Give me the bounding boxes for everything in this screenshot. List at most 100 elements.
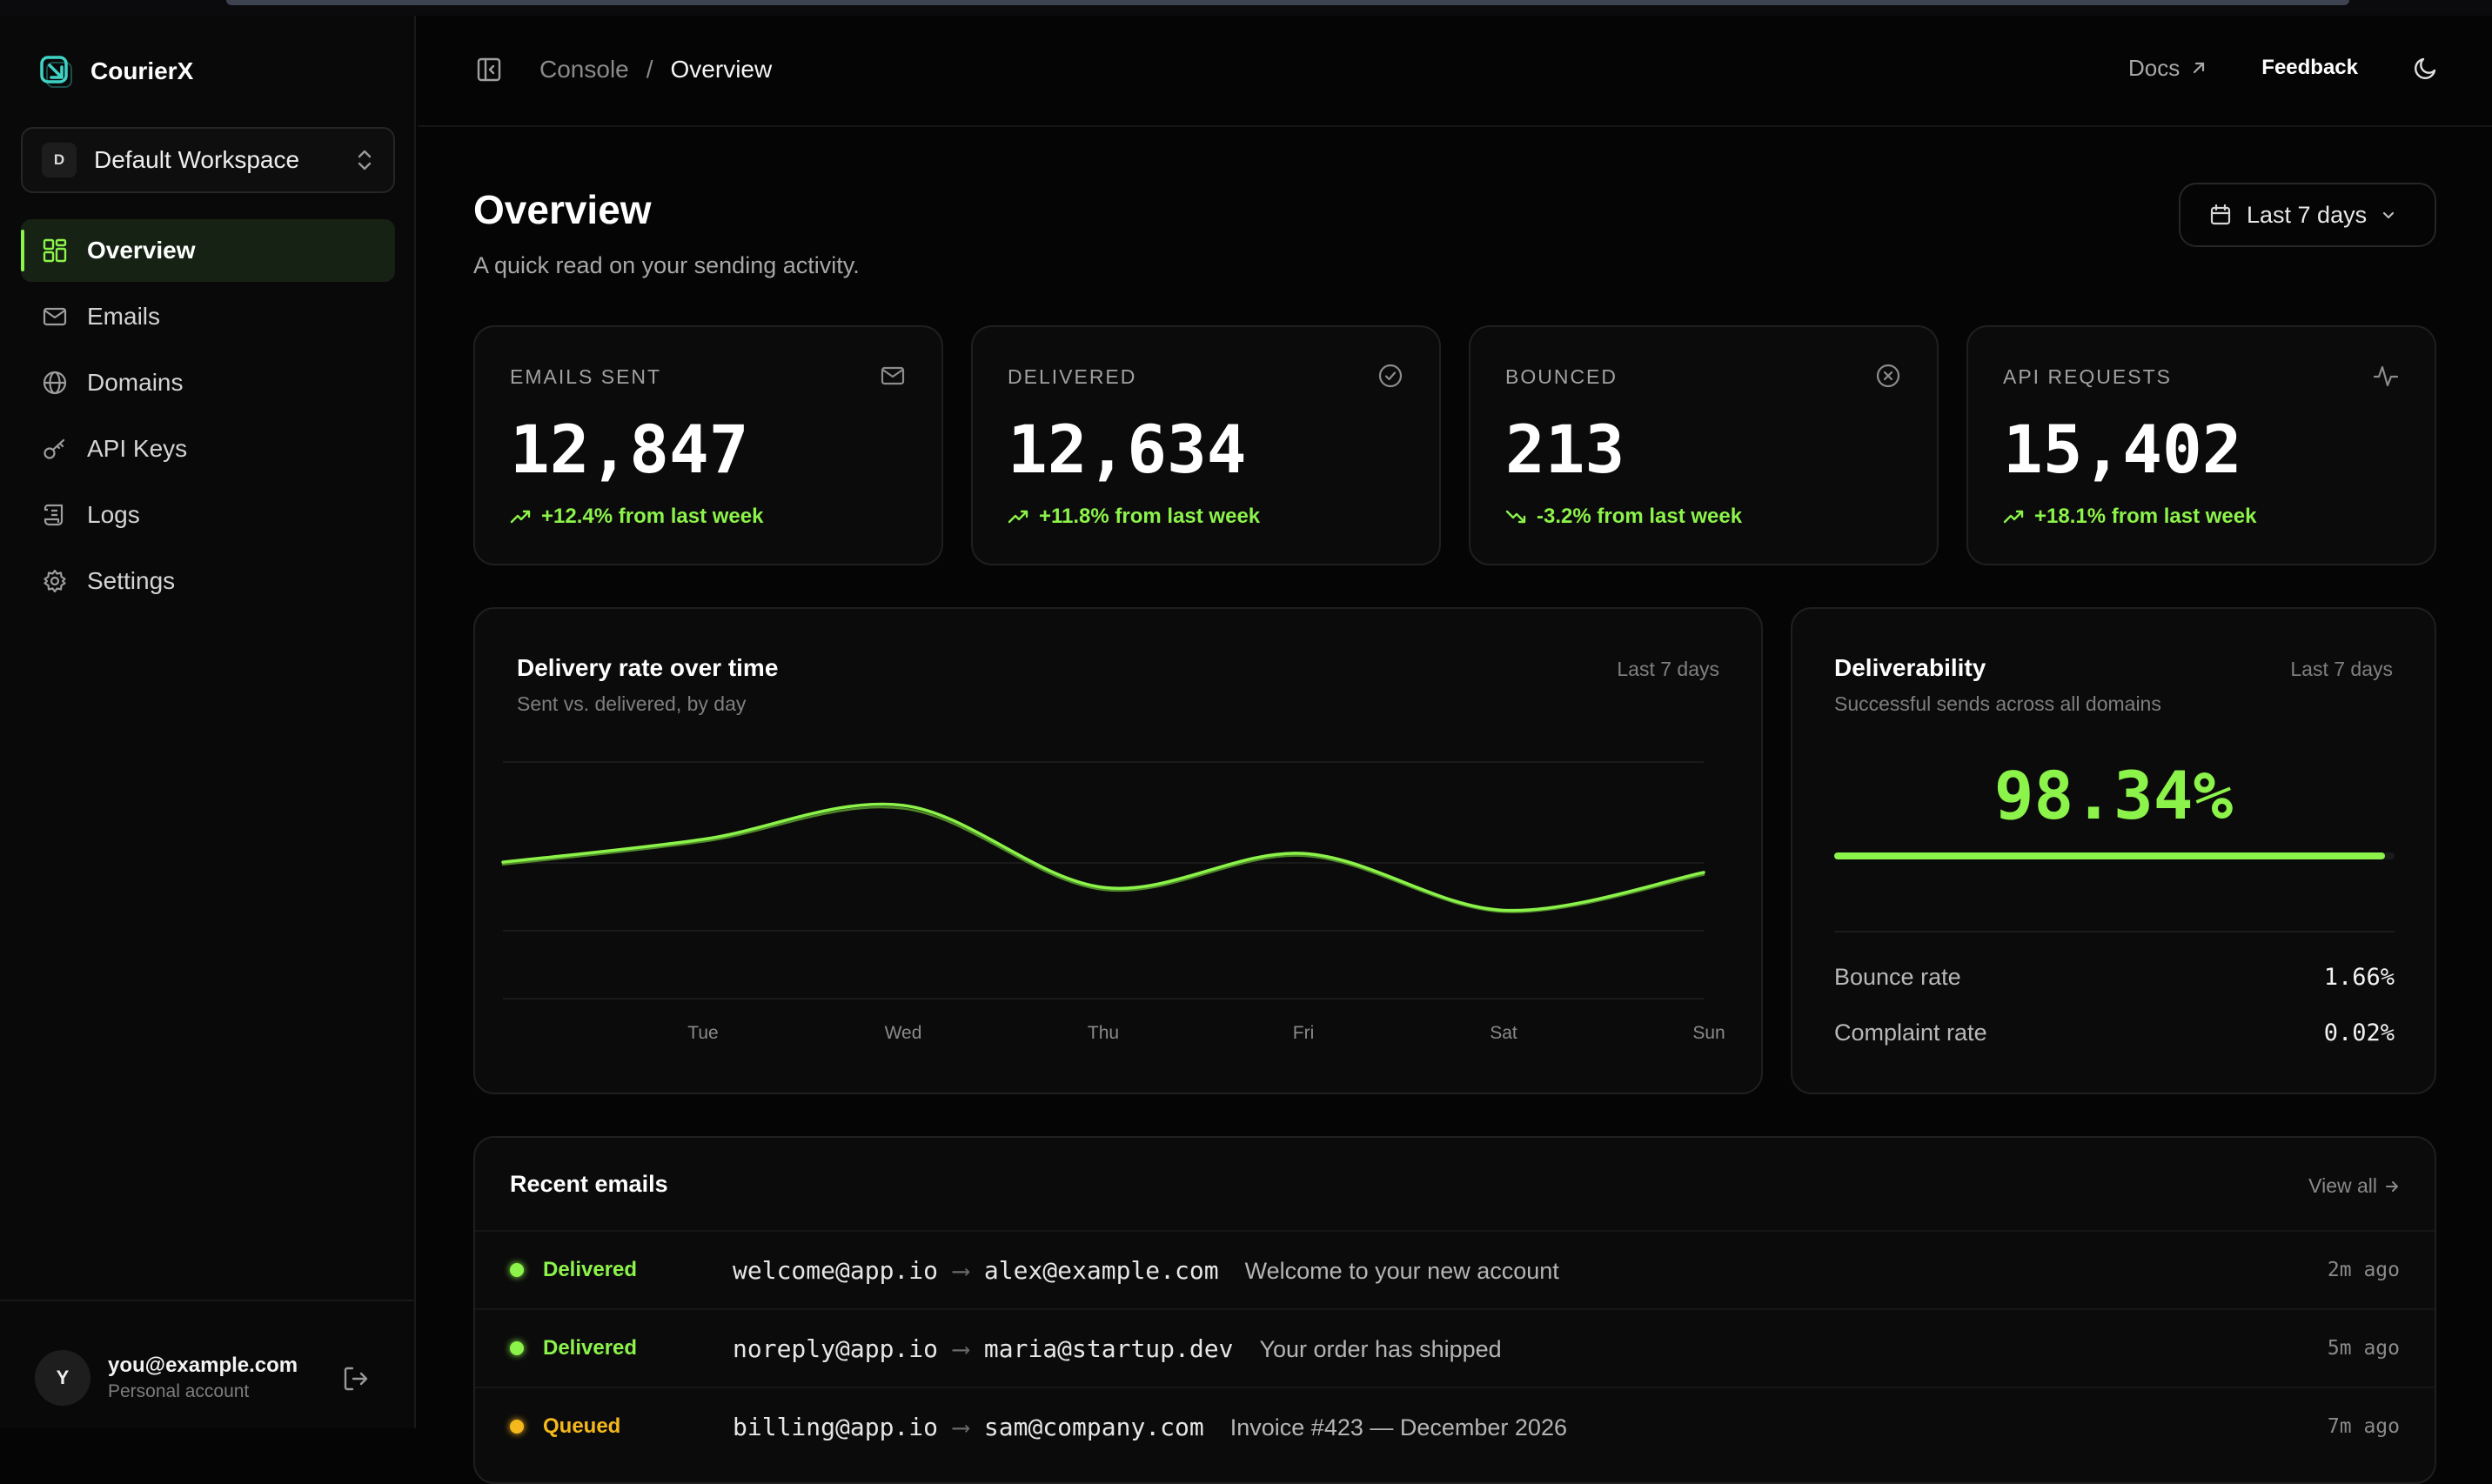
sidebar-item-domains[interactable]: Domains <box>21 351 395 414</box>
complaint-rate-row: Complaint rate 0.02% <box>1834 1019 2395 1046</box>
email-time: 2m ago <box>2327 1259 2400 1281</box>
sidebar-item-settings[interactable]: Settings <box>21 550 395 612</box>
stat-card-delivered: DELIVERED 12,634 +11.8% from last week <box>971 325 1441 565</box>
delivery-line-chart <box>501 761 1705 999</box>
stat-delta-text: -3.2% from last week <box>1537 505 1743 528</box>
status-badge: Queued <box>543 1414 621 1438</box>
recent-emails-title: Recent emails <box>510 1171 668 1197</box>
table-row[interactable]: Delivered noreply@app.io ⟶ maria@startup.de… <box>475 1308 2435 1387</box>
email-route: welcome@app.io ⟶ alex@example.com Welcome t… <box>733 1256 1559 1285</box>
chart-title: Delivery rate over time <box>517 654 779 681</box>
gear-icon <box>44 569 66 593</box>
window-chrome-bar <box>226 0 2349 5</box>
sidebar-item-logs[interactable]: Logs <box>21 484 395 546</box>
avatar[interactable]: Y <box>35 1350 90 1406</box>
page-subtitle: A quick read on your sending activity. <box>473 252 860 278</box>
trending-up-icon <box>2003 510 2024 524</box>
stat-card-emails-sent: EMAILS SENT 12,847 +12.4% from last week <box>473 325 943 565</box>
email-from: welcome@app.io <box>733 1255 939 1285</box>
email-subject: Your order has shipped <box>1259 1335 1502 1362</box>
topbar-actions: Docs Feedback <box>2128 54 2440 82</box>
deliverability-rate: 98.34% <box>1993 757 2234 834</box>
key-icon <box>44 438 65 459</box>
trending-down-icon <box>1505 510 1526 524</box>
topbar: Console / Overview Docs Feedback <box>418 16 2492 127</box>
stat-delta-text: +11.8% from last week <box>1039 505 1261 528</box>
docs-link[interactable]: Docs <box>2128 55 2207 82</box>
sidebar-nav: Overview Emails Domains API Keys Logs Se… <box>21 219 395 616</box>
deliverability-progress <box>1834 852 2395 859</box>
sidebar-item-emails[interactable]: Emails <box>21 285 395 348</box>
date-range-label: Last 7 days <box>2247 201 2368 228</box>
chart-subtitle: Sent vs. delivered, by day <box>517 692 747 715</box>
workspace-name: Default Workspace <box>94 146 300 173</box>
logout-icon[interactable] <box>341 1364 371 1394</box>
stat-value: 12,634 <box>1008 411 1247 488</box>
activity-icon <box>2373 365 2399 387</box>
status-dot <box>510 1263 524 1277</box>
docs-label: Docs <box>2128 54 2180 81</box>
workspace-avatar: D <box>42 143 77 177</box>
deliverability-title: Deliverability <box>1834 654 1986 681</box>
view-all-label: View all <box>2308 1174 2377 1197</box>
breadcrumb: Console / Overview <box>539 56 772 84</box>
email-from: billing@app.io <box>733 1412 939 1441</box>
user-account-type: Personal account <box>108 1381 250 1401</box>
external-link-icon <box>2194 62 2205 74</box>
deliverability-range: Last 7 days <box>2290 658 2393 680</box>
table-row[interactable]: Queued billing@app.io ⟶ sam@company.com Invo… <box>475 1387 2435 1465</box>
email-to: alex@example.com <box>983 1255 1219 1285</box>
brand[interactable]: CourierX <box>38 54 193 89</box>
stat-delta: +12.4% from last week <box>510 505 763 529</box>
email-to: maria@startup.dev <box>983 1334 1234 1363</box>
trending-up-icon <box>1008 510 1028 524</box>
page-title: Overview <box>473 187 652 232</box>
email-from: noreply@app.io <box>733 1334 939 1363</box>
chart-x-tick-label: Sat <box>1490 1023 1517 1043</box>
delivery-chart-card: Delivery rate over time Sent vs. deliver… <box>473 607 1763 1094</box>
deliverability-card: Deliverability Successful sends across a… <box>1791 607 2436 1094</box>
stat-delta-text: +12.4% from last week <box>541 505 764 528</box>
status-dot <box>510 1341 524 1355</box>
email-time: 7m ago <box>2327 1415 2400 1438</box>
sidebar-toggle-icon[interactable] <box>475 56 503 84</box>
chart-series-line <box>501 806 1705 913</box>
chevron-up-down-icon <box>358 150 372 170</box>
chart-x-tick-label: Fri <box>1292 1023 1315 1043</box>
email-to: sam@company.com <box>983 1412 1204 1441</box>
email-route: noreply@app.io ⟶ maria@startup.dev Your ord… <box>733 1334 1502 1363</box>
deliverability-subtitle: Successful sends across all domains <box>1834 692 2161 715</box>
recent-emails-card: Recent emails View all Delivered welcome@… <box>473 1136 2436 1484</box>
view-all-link[interactable]: View all <box>2308 1174 2400 1198</box>
chart-x-tick-label: Sun <box>1692 1023 1725 1043</box>
table-row[interactable]: Delivered welcome@app.io ⟶ alex@example.com… <box>475 1230 2435 1308</box>
email-route: billing@app.io ⟶ sam@company.com Invoice #4… <box>733 1413 1567 1441</box>
arrow-right-icon <box>2386 1180 2398 1192</box>
moon-icon[interactable] <box>2412 54 2440 82</box>
status-dot <box>510 1420 524 1434</box>
stat-label: EMAILS SENT <box>510 365 662 388</box>
breadcrumb-current: Overview <box>670 56 773 83</box>
arrow-icon: ⟶ <box>954 1334 968 1363</box>
feedback-button[interactable]: Feedback <box>2261 56 2358 79</box>
bounce-rate-row: Bounce rate 1.66% <box>1834 964 2395 991</box>
date-range-select[interactable]: Last 7 days <box>2179 183 2436 247</box>
stat-delta: +18.1% from last week <box>2003 505 2256 529</box>
chart-x-tick-label: Thu <box>1087 1023 1120 1043</box>
user-panel: Y you@example.com Personal account <box>0 1300 414 1428</box>
sidebar-item-overview[interactable]: Overview <box>21 219 395 282</box>
sidebar-item-label: Settings <box>87 567 176 594</box>
stat-label: BOUNCED <box>1505 365 1618 388</box>
bounce-rate-value: 1.66% <box>2323 964 2395 991</box>
email-time: 5m ago <box>2327 1337 2400 1360</box>
recent-emails-list: Delivered welcome@app.io ⟶ alex@example.com… <box>475 1230 2435 1465</box>
workspace-switcher[interactable]: D Default Workspace <box>21 127 395 193</box>
breadcrumb-separator: / <box>646 56 653 83</box>
breadcrumb-console[interactable]: Console <box>539 56 629 83</box>
complaint-rate-label: Complaint rate <box>1834 1019 1987 1046</box>
sidebar-item-api-keys[interactable]: API Keys <box>21 418 395 480</box>
courierx-logo-icon <box>40 56 72 88</box>
mail-icon <box>881 366 905 385</box>
sidebar-item-label: Logs <box>87 501 140 528</box>
app-name: CourierX <box>90 57 194 84</box>
